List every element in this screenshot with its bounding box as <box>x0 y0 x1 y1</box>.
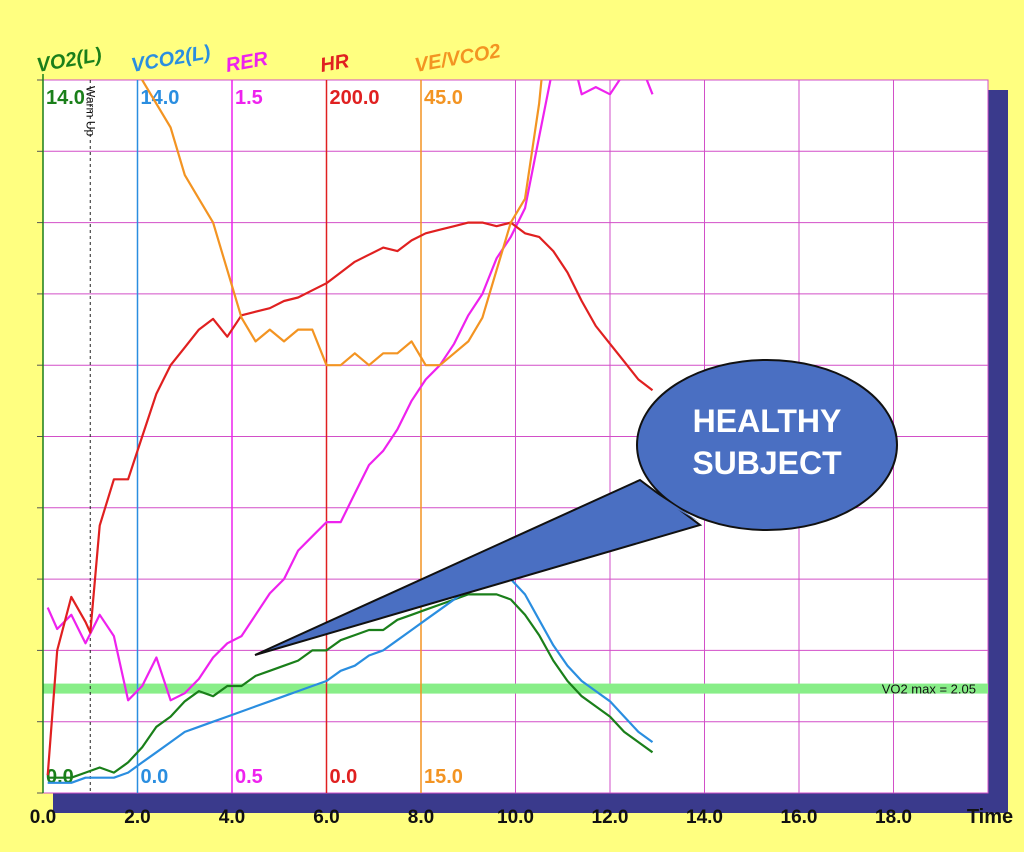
x-tick-label: 6.0 <box>313 807 339 828</box>
axis-top-value-rer: 1.5 <box>235 87 263 109</box>
healthy-subject-callout: HEALTHY SUBJECT <box>254 359 898 656</box>
vo2max-label: VO2 max = 2.05 <box>882 682 976 697</box>
axis-bottom-value-rer: 0.5 <box>235 766 263 788</box>
x-tick-label: 14.0 <box>686 807 723 828</box>
axis-top-value-vo2: 14.0 <box>46 87 85 109</box>
x-tick-label: 8.0 <box>408 807 434 828</box>
x-tick-label: 18.0 <box>875 807 912 828</box>
axis-title-hr: HR <box>319 50 352 77</box>
series-line-vco2 <box>47 572 654 784</box>
series-line-rer <box>46 80 654 702</box>
callout-text-line: HEALTHY <box>693 403 842 439</box>
x-tick-label: 2.0 <box>124 807 150 828</box>
series-group <box>46 80 654 784</box>
series-line-hr <box>46 221 654 776</box>
axis-title-rer: RER <box>224 48 270 77</box>
x-tick-label: 12.0 <box>592 807 629 828</box>
x-axis-label: Time <box>967 806 1013 828</box>
axis-title-vo2: VO2(L) <box>35 44 104 77</box>
axis-bottom-value-ve_vco2: 15.0 <box>424 766 463 788</box>
warmup-marker-label: Warm Up <box>83 86 97 137</box>
axis-top-value-hr: 200.0 <box>330 87 380 109</box>
vo2max-band <box>43 683 988 694</box>
callout-text-line: SUBJECT <box>692 445 842 481</box>
axis-top-value-vco2: 14.0 <box>141 87 180 109</box>
x-tick-label: 16.0 <box>781 807 818 828</box>
axis-bottom-value-vco2: 0.0 <box>141 766 169 788</box>
axis-title-ve_vco2: VE/VCO2 <box>413 40 502 77</box>
callout-joint <box>640 483 700 522</box>
series-line-ve_vco2 <box>85 80 543 367</box>
x-tick-label: 10.0 <box>497 807 534 828</box>
axis-title-vco2: VCO2(L) <box>130 41 213 77</box>
axis-bottom-value-hr: 0.0 <box>330 766 358 788</box>
axis-top-value-ve_vco2: 45.0 <box>424 87 463 109</box>
callout-ellipse <box>636 359 898 531</box>
x-tick-label: 0.0 <box>30 807 56 828</box>
x-tick-label: 4.0 <box>219 807 245 828</box>
series-line-vo2 <box>47 593 654 779</box>
